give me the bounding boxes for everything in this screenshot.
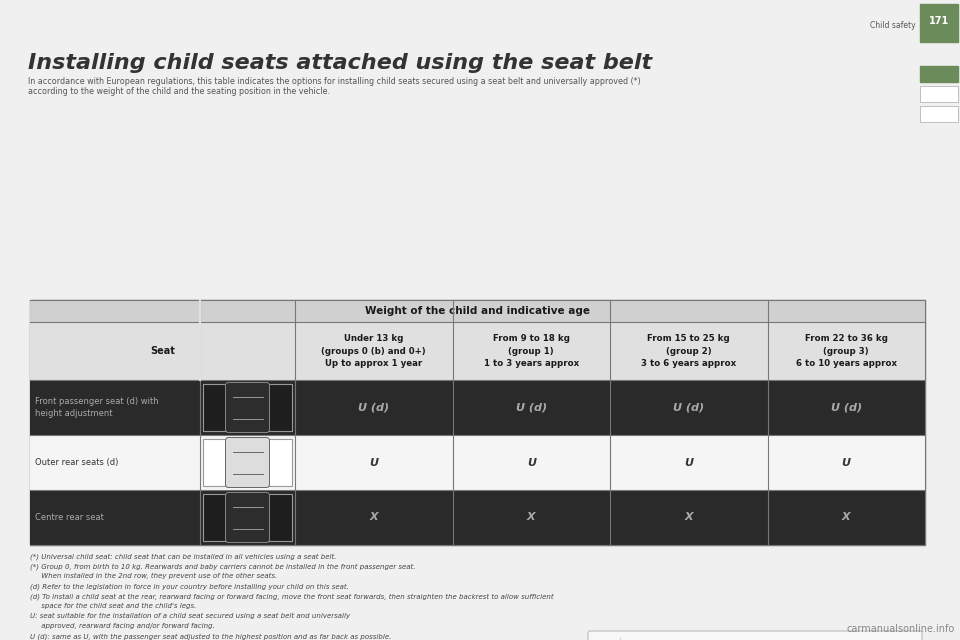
Text: Weight of the child and indicative age: Weight of the child and indicative age bbox=[365, 306, 590, 316]
Text: according to the weight of the child and the seating position in the vehicle.: according to the weight of the child and… bbox=[28, 86, 330, 95]
Bar bbox=[30, 300, 925, 322]
Text: (d) Refer to the legislation in force in your country before installing your chi: (d) Refer to the legislation in force in… bbox=[30, 583, 348, 589]
Text: U: U bbox=[527, 458, 536, 467]
Bar bbox=[920, 66, 958, 82]
Text: From 15 to 25 kg
(group 2)
3 to 6 years approx: From 15 to 25 kg (group 2) 3 to 6 years … bbox=[641, 334, 736, 368]
Text: X: X bbox=[842, 513, 851, 522]
FancyBboxPatch shape bbox=[226, 493, 270, 543]
Bar bbox=[920, 4, 958, 42]
Text: 171: 171 bbox=[929, 16, 949, 26]
Text: X: X bbox=[684, 513, 693, 522]
Bar bbox=[203, 384, 292, 431]
Text: (d) To install a child seat at the rear, rearward facing or forward facing, move: (d) To install a child seat at the rear,… bbox=[30, 593, 554, 600]
Bar bbox=[920, 106, 958, 122]
Text: U (d): U (d) bbox=[830, 403, 862, 413]
Text: From 22 to 36 kg
(group 3)
6 to 10 years approx: From 22 to 36 kg (group 3) 6 to 10 years… bbox=[796, 334, 897, 368]
Text: Seat: Seat bbox=[150, 346, 175, 356]
Bar bbox=[920, 86, 958, 102]
Text: X: X bbox=[370, 513, 378, 522]
Text: In accordance with European regulations, this table indicates the options for in: In accordance with European regulations,… bbox=[28, 77, 640, 86]
Text: U: U bbox=[370, 458, 378, 467]
Text: U (d): U (d) bbox=[516, 403, 547, 413]
FancyBboxPatch shape bbox=[226, 383, 270, 433]
Text: From 9 to 18 kg
(group 1)
1 to 3 years approx: From 9 to 18 kg (group 1) 1 to 3 years a… bbox=[484, 334, 579, 368]
Text: space for the child seat and the child's legs.: space for the child seat and the child's… bbox=[30, 603, 197, 609]
Text: U: U bbox=[842, 458, 851, 467]
Bar bbox=[30, 300, 925, 545]
Bar bbox=[30, 435, 925, 490]
Text: Outer rear seats (d): Outer rear seats (d) bbox=[35, 458, 118, 467]
Text: X: X bbox=[527, 513, 536, 522]
Bar bbox=[30, 490, 925, 545]
Text: U (d): U (d) bbox=[358, 403, 390, 413]
Text: Under 13 kg
(groups 0 (b) and 0+)
Up to approx 1 year: Under 13 kg (groups 0 (b) and 0+) Up to … bbox=[322, 334, 426, 368]
Bar bbox=[30, 380, 925, 435]
FancyBboxPatch shape bbox=[226, 438, 270, 488]
Text: approved, rearward facing and/or forward facing.: approved, rearward facing and/or forward… bbox=[30, 623, 215, 629]
Text: (*) Universal child seat: child seat that can be installed in all vehicles using: (*) Universal child seat: child seat tha… bbox=[30, 553, 337, 559]
Text: Centre rear seat: Centre rear seat bbox=[35, 513, 104, 522]
Text: Child safety: Child safety bbox=[871, 20, 916, 29]
FancyBboxPatch shape bbox=[588, 631, 922, 640]
Text: carmanualsonline.info: carmanualsonline.info bbox=[847, 624, 955, 634]
Bar bbox=[203, 494, 292, 541]
Text: U: seat suitable for the installation of a child seat secured using a seat belt : U: seat suitable for the installation of… bbox=[30, 613, 350, 619]
Text: U (d): same as U, with the passenger seat adjusted to the highest position and a: U (d): same as U, with the passenger sea… bbox=[30, 633, 392, 639]
Text: U: U bbox=[684, 458, 693, 467]
Bar bbox=[30, 322, 925, 380]
Text: Installing child seats attached using the seat belt: Installing child seats attached using th… bbox=[28, 53, 652, 73]
Text: (*) Group 0, from birth to 10 kg. Rearwards and baby carriers cannot be installe: (*) Group 0, from birth to 10 kg. Rearwa… bbox=[30, 563, 416, 570]
Text: When installed in the 2nd row, they prevent use of the other seats.: When installed in the 2nd row, they prev… bbox=[30, 573, 277, 579]
Text: Front passenger seat (d) with
height adjustment: Front passenger seat (d) with height adj… bbox=[35, 397, 158, 419]
Text: U (d): U (d) bbox=[673, 403, 705, 413]
Bar bbox=[203, 439, 292, 486]
